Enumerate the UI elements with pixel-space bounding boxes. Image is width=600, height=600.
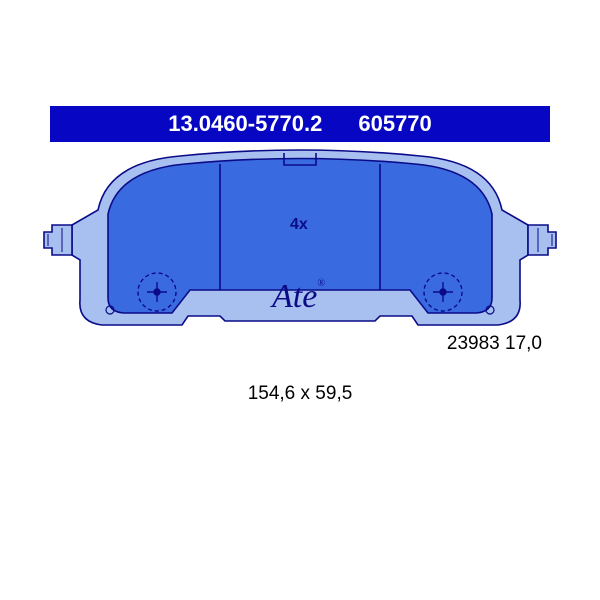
brand-text: Ate [272,278,317,315]
short-code: 605770 [358,111,431,137]
header-bar: 13.0460-5770.2 605770 [50,106,550,142]
quantity-label: 4x [290,216,308,234]
dimensions-label: 154,6 x 59,5 [0,383,600,405]
brand-logo: Ate® [272,278,325,316]
thickness-value: 17,0 [505,333,542,354]
part-stamp: 23983 [447,333,500,354]
brand-suffix: ® [317,278,325,289]
thickness-label: 23983 17,0 [447,333,542,355]
figure-canvas: 13.0460-5770.2 605770 4x Ate® 23983 17,0… [0,0,600,600]
part-number: 13.0460-5770.2 [168,111,322,137]
